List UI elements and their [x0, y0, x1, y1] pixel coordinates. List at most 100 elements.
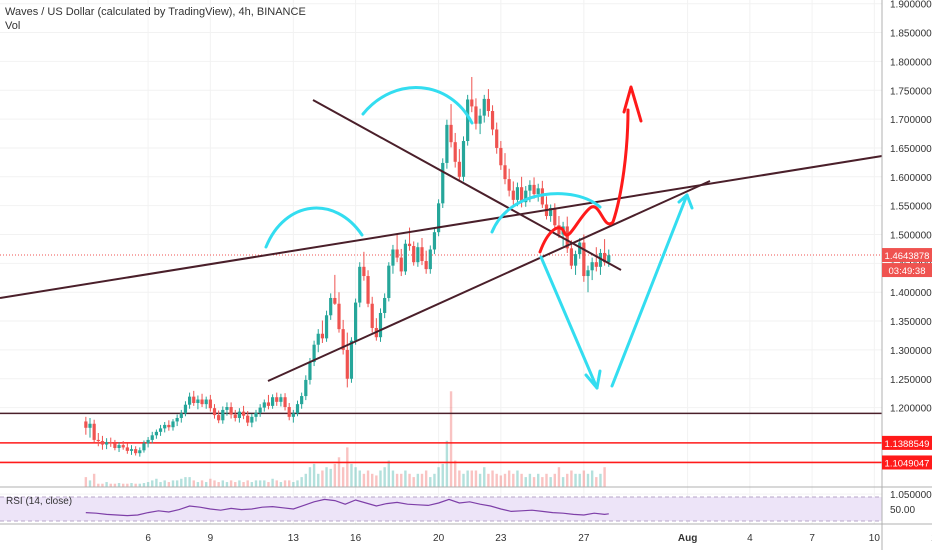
- candle-body: [308, 362, 312, 380]
- candle-body: [499, 147, 503, 166]
- volume-bar: [454, 460, 457, 487]
- candle-body: [524, 190, 528, 203]
- candle-body: [100, 441, 105, 445]
- candle-body: [407, 243, 412, 247]
- volume-bar: [499, 475, 503, 487]
- price-tick-label: 1.6000000: [890, 173, 932, 184]
- candle-body: [341, 329, 345, 350]
- volume-bar: [271, 478, 274, 487]
- volume-bars: [84, 391, 606, 487]
- candle-body: [378, 312, 383, 338]
- candle-body: [262, 402, 266, 408]
- volume-bar: [603, 467, 606, 487]
- volume-bar: [312, 463, 316, 487]
- candle-body: [391, 249, 395, 266]
- candle-body: [225, 407, 229, 410]
- volume-bar: [524, 477, 527, 487]
- rsi-line: [85, 498, 609, 517]
- countdown-badge: [882, 263, 932, 278]
- date-axis: 691316202327Aug471013: [145, 533, 932, 544]
- volume-bar: [350, 463, 353, 487]
- volume-bar: [404, 470, 407, 487]
- volume-bar: [221, 480, 224, 487]
- candle-body: [312, 344, 316, 363]
- bullish-scenario-path: [538, 108, 630, 254]
- volume-bar: [263, 480, 266, 487]
- volume-bar: [213, 480, 216, 487]
- volume-bar: [433, 473, 436, 487]
- candle-body: [117, 445, 121, 448]
- candle-body: [482, 98, 486, 116]
- price-tick-label: 1.8500000: [890, 29, 932, 40]
- volume-bar: [395, 473, 399, 487]
- volume-bar: [288, 480, 291, 487]
- volume-bar: [317, 473, 320, 487]
- candle-body: [254, 412, 258, 417]
- candle-body: [387, 265, 391, 298]
- last-price-badge: [882, 248, 932, 263]
- candle-body: [349, 340, 354, 379]
- candle-body: [316, 333, 320, 345]
- volume-bar: [595, 477, 598, 487]
- volume-bar: [246, 480, 249, 487]
- candle-body: [507, 179, 511, 191]
- volume-bar: [267, 482, 270, 487]
- candle-body: [241, 411, 246, 416]
- grid: [0, 0, 882, 524]
- volume-bar: [250, 482, 254, 487]
- price-tick-label: 1.8000000: [890, 57, 932, 68]
- candle-body: [192, 396, 196, 403]
- date-tick-label: 20: [433, 533, 445, 544]
- volume-bar: [242, 482, 245, 487]
- candle-body: [179, 413, 183, 418]
- volume-bar: [163, 480, 166, 487]
- volume-bar: [209, 478, 212, 487]
- date-tick-label: 10: [869, 533, 881, 544]
- volume-label: Vol: [5, 20, 21, 32]
- volume-bar: [138, 483, 141, 487]
- candle-body: [158, 428, 163, 432]
- candle-body: [337, 303, 341, 330]
- volume-bar: [358, 470, 361, 487]
- candle-body: [167, 424, 171, 428]
- candle-body: [445, 124, 449, 163]
- price-tick-label: 1.6500000: [890, 144, 932, 155]
- volume-bar: [292, 482, 295, 487]
- candle-body: [490, 111, 495, 130]
- candle-body: [582, 242, 586, 277]
- countdown-label: 03:49:38: [889, 266, 926, 277]
- volume-bar: [109, 483, 112, 487]
- volume-bar: [429, 477, 432, 487]
- volume-bar: [520, 473, 523, 487]
- level-price-label: 1.1049047: [885, 458, 930, 469]
- bullish-arrow-shaft: [610, 193, 689, 388]
- volume-bar: [491, 470, 494, 487]
- volume-bar: [362, 473, 366, 487]
- volume-bar: [155, 478, 158, 487]
- volume-bar: [126, 483, 129, 487]
- volume-bar: [420, 473, 424, 487]
- volume-bar: [474, 470, 478, 487]
- candle-body: [105, 442, 109, 445]
- candle-body: [175, 417, 179, 422]
- price-tick-label: 1.4000000: [890, 288, 932, 299]
- volume-bar: [483, 467, 486, 487]
- candle-body: [295, 404, 300, 414]
- volume-bar: [470, 470, 473, 487]
- bearish-arrow-shaft: [539, 255, 599, 390]
- candle-body: [92, 423, 96, 440]
- candle-body: [188, 396, 192, 405]
- candle-body: [383, 297, 387, 313]
- volume-bar: [175, 480, 179, 487]
- price-tick-label: 1.3000000: [890, 346, 932, 357]
- candle-body: [233, 414, 237, 418]
- candle-body: [569, 248, 573, 266]
- candle-body: [266, 402, 271, 406]
- volume-bar: [437, 467, 440, 487]
- volume-bar: [200, 480, 204, 487]
- volume-bar: [341, 467, 345, 487]
- volume-bar: [229, 480, 233, 487]
- bullish-arrow-head: [677, 193, 694, 210]
